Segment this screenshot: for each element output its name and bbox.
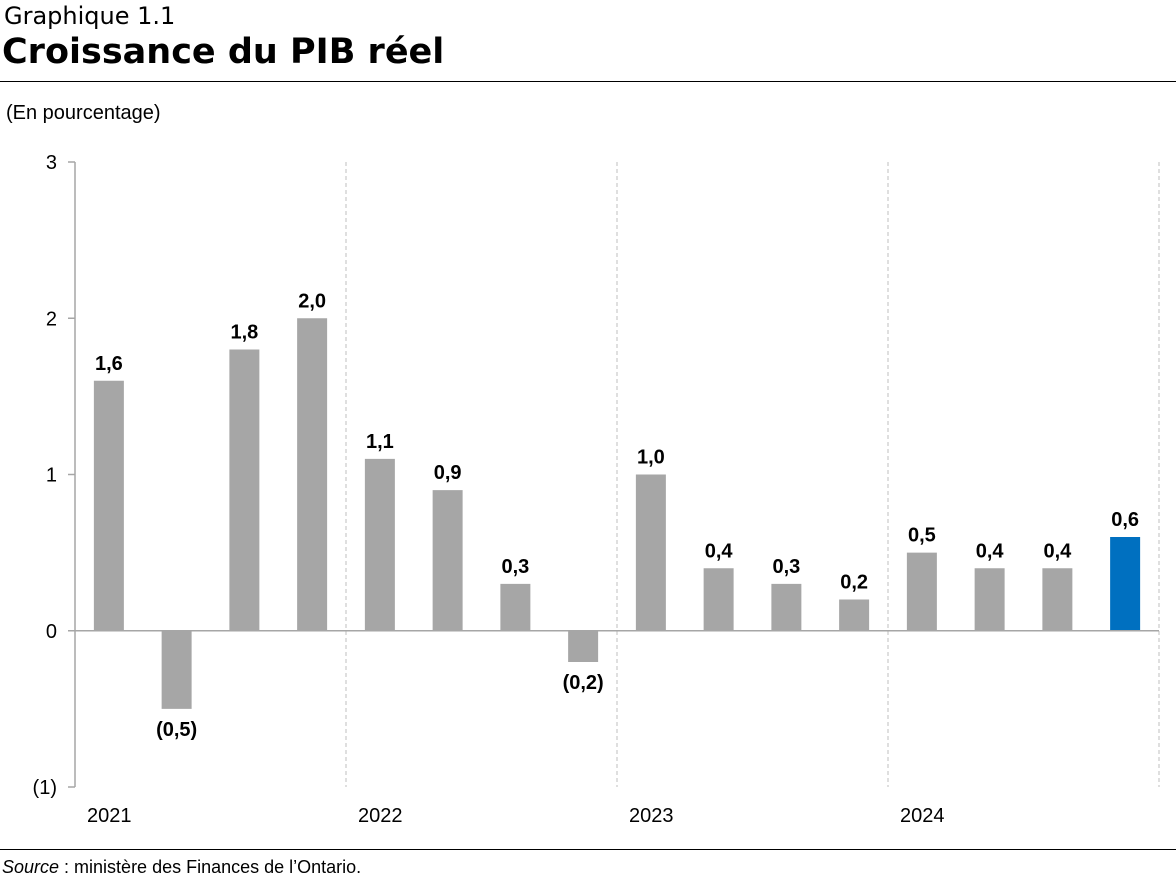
data-label: 0,3: [501, 556, 529, 578]
chart-label: Graphique 1.1: [4, 2, 176, 30]
title-divider: [0, 81, 1176, 82]
data-label: 2,0: [298, 290, 326, 312]
data-label: 0,4: [705, 540, 734, 562]
bar: [568, 630, 599, 662]
data-label: (0,2): [563, 672, 604, 694]
y-tick-label: (1): [33, 777, 57, 799]
bar: [229, 349, 260, 631]
data-label: (0,5): [156, 719, 197, 741]
y-tick-label: 2: [46, 308, 57, 330]
bar-chart: (1) 0 1 2 3 1,6 (0,5) 1,8 2,0 1,1 0,9 0,3 (0,2) 1,0 0,…: [33, 152, 1160, 827]
data-label: 0,6: [1111, 509, 1139, 531]
bar: [906, 552, 937, 631]
bar: [500, 583, 531, 631]
data-label: 0,4: [976, 540, 1005, 562]
x-year-label: 2022: [358, 805, 403, 827]
bar: [364, 458, 395, 631]
bar: [703, 568, 734, 631]
y-tick-label: 3: [46, 152, 57, 174]
data-label: 0,9: [434, 462, 462, 484]
data-label: 0,2: [840, 572, 868, 594]
source-divider: [0, 849, 1176, 850]
unit-label: (En pourcentage): [6, 102, 161, 124]
data-label: 1,0: [637, 447, 665, 469]
data-label: 0,4: [1043, 540, 1072, 562]
data-label: 1,6: [95, 353, 123, 375]
bar: [432, 490, 463, 631]
data-label: 1,1: [366, 431, 394, 453]
source-note: Source : ministère des Finances de l’Ont…: [2, 855, 361, 879]
data-label: 0,5: [908, 525, 936, 547]
bar: [161, 630, 192, 709]
bar: [974, 568, 1005, 631]
chart-title: Croissance du PIB réel: [2, 32, 445, 72]
source-prefix: Source: [2, 857, 60, 877]
x-year-label: 2024: [900, 805, 945, 827]
bar: [839, 599, 870, 631]
x-year-label: 2023: [629, 805, 674, 827]
bar: [635, 474, 666, 631]
bar: [93, 380, 124, 631]
y-tick-label: 1: [46, 465, 57, 487]
bar: [1110, 537, 1141, 631]
bar: [771, 583, 802, 631]
x-year-label: 2021: [87, 805, 132, 827]
y-tick-label: 0: [46, 621, 57, 643]
bar: [1042, 568, 1073, 631]
source-text: : ministère des Finances de l’Ontario.: [59, 857, 362, 877]
data-label: 1,8: [230, 322, 258, 344]
data-label: 0,3: [772, 556, 800, 578]
bar: [297, 318, 328, 631]
